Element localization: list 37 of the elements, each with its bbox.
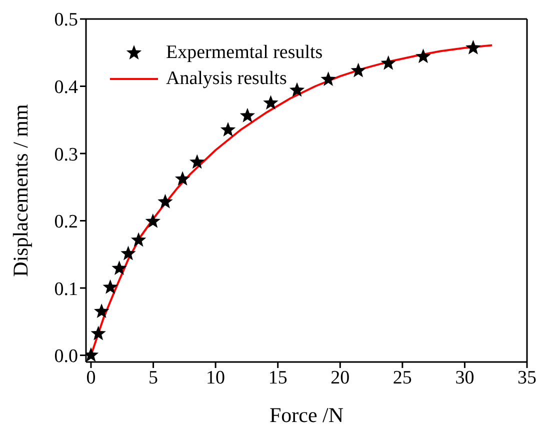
point [416,48,431,64]
x-tick-label: 30 [455,367,474,388]
point [102,279,118,294]
point [240,108,256,122]
point [320,72,336,86]
x-axis-title: Force /N [269,403,344,427]
x-tick-label: 15 [268,367,288,388]
point [130,232,146,247]
y-tick-label: 0.0 [54,346,78,368]
y-axis-title: Displacements / mm [8,104,32,277]
point [263,95,278,110]
x-tick-label: 35 [518,367,536,388]
x-tick-label: 10 [206,367,226,388]
y-tick-label: 0.1 [54,278,78,300]
point [289,82,305,97]
point [174,171,190,186]
point [94,304,110,318]
point [90,326,106,340]
point [112,260,127,275]
y-tick-label: 0.5 [54,10,78,31]
x-tick-label: 5 [148,367,158,388]
point [158,194,173,208]
x-tick-label: 20 [330,367,350,388]
legend-label: Expermemtal results [166,41,323,65]
point [120,246,136,260]
point [145,213,161,228]
x-tick-label: 25 [392,367,412,388]
x-tick-label: 0 [86,367,96,388]
point [350,62,366,78]
point [220,122,236,136]
point [466,40,481,54]
y-tick-label: 0.4 [54,77,78,98]
point [380,55,396,70]
point [190,154,205,169]
y-tick-label: 0.3 [54,144,78,166]
y-tick-label: 0.2 [54,212,78,233]
legend-label: Analysis results [166,67,287,91]
